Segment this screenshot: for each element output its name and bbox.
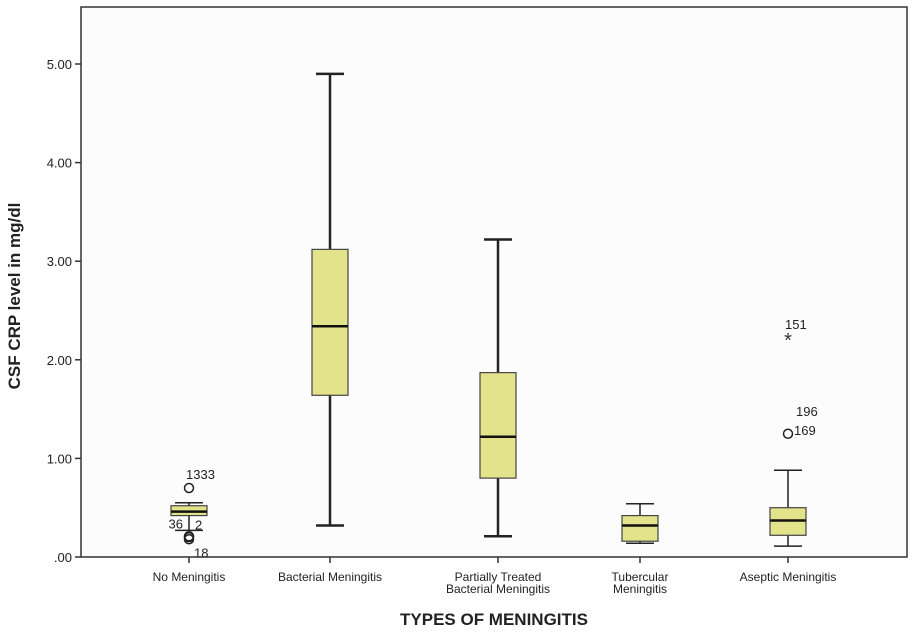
x-axis-title: TYPES OF MENINGITIS — [400, 610, 588, 629]
box-iqr — [621, 514, 659, 542]
extreme-outlier-point: * — [784, 330, 792, 352]
x-category-label: Aseptic Meningitis — [740, 570, 837, 584]
outlier-label: 169 — [794, 423, 816, 438]
box-iqr — [479, 372, 517, 479]
y-tick-label: 5.00 — [47, 57, 72, 72]
outlier-label: 2 — [195, 517, 202, 532]
outlier-point — [183, 534, 195, 545]
x-category-label: Meningitis — [613, 582, 667, 596]
outlier-point — [782, 428, 794, 439]
outlier-label: 151 — [785, 317, 807, 332]
outlier-label: 1333 — [186, 467, 215, 482]
y-tick-label: 4.00 — [47, 156, 72, 171]
box-iqr — [311, 248, 349, 396]
y-tick-label: .00 — [54, 550, 72, 565]
x-category-label: Bacterial Meningitis — [446, 582, 550, 596]
y-axis-title: CSF CRP level in mg/dl — [5, 203, 24, 390]
y-tick-label: 1.00 — [47, 451, 72, 466]
outlier-point — [183, 482, 195, 494]
x-category-label: Tubercular — [612, 570, 669, 584]
outlier-label: 18 — [194, 545, 208, 560]
y-tick-label: 2.00 — [47, 353, 72, 368]
x-category-label: No Meningitis — [153, 570, 226, 584]
y-tick-label: 3.00 — [47, 254, 72, 269]
outlier-label: 36 — [169, 516, 183, 531]
x-category-label: Bacterial Meningitis — [278, 570, 382, 584]
outlier-label: 196 — [796, 404, 818, 419]
x-category-label: Partially Treated — [455, 570, 542, 584]
